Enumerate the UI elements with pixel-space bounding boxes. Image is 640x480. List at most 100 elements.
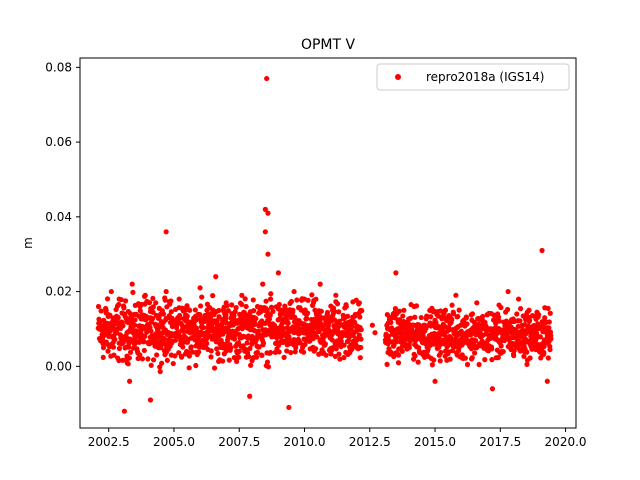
data-point [104,296,111,302]
data-point [251,308,257,314]
data-point [200,325,207,331]
data-point [181,337,188,343]
data-point [147,397,154,403]
data-point [159,360,165,366]
data-point [498,304,504,311]
data-point [322,341,328,347]
data-point [357,355,363,361]
data-point [130,289,136,295]
data-point [333,292,339,298]
data-point [547,310,553,316]
data-point [214,346,220,352]
data-point [281,354,287,360]
data-point [495,354,501,361]
data-point [216,307,222,314]
data-point [264,359,271,365]
data-point [343,303,349,310]
data-point [192,326,198,332]
data-point [285,320,291,326]
data-point [288,349,294,356]
data-point [544,378,550,384]
data-point [480,313,486,320]
data-point [399,348,405,354]
data-point [313,346,319,352]
data-point [334,301,341,307]
data-point [464,321,470,327]
x-tick-label: 2017.5 [479,435,521,449]
data-point [265,364,272,370]
data-point [333,346,339,352]
data-point [489,357,495,363]
data-point [213,274,219,280]
data-point [431,357,437,363]
data-point [95,303,102,310]
data-point [309,292,315,298]
data-point [531,330,537,336]
data-point [469,311,476,317]
data-point [155,326,161,332]
data-point [192,307,198,313]
data-point [453,292,459,298]
data-point [527,317,533,323]
data-point [438,349,444,356]
data-point [127,349,134,355]
data-point [435,313,441,319]
data-point [448,341,454,347]
data-point [284,348,290,354]
data-point [463,315,469,321]
data-point [219,321,225,327]
data-point [354,345,360,351]
data-point [116,357,122,364]
data-point [472,338,479,344]
data-point [484,345,490,351]
data-point [142,292,148,298]
data-point [166,330,172,336]
legend-label: repro2018a (IGS14) [426,70,544,84]
data-point [514,311,520,317]
data-point [121,305,127,311]
data-point [356,300,362,306]
data-point [429,362,435,368]
data-point [225,308,231,314]
data-point [260,340,267,346]
data-point [243,303,249,310]
data-point [168,352,174,358]
data-point [472,350,478,356]
data-point [286,404,292,411]
data-point [524,349,530,355]
data-point [372,330,378,336]
data-point [288,298,295,305]
data-point [147,315,154,321]
data-point [193,362,199,369]
data-point [265,210,271,216]
data-point [500,333,506,340]
data-point [188,344,194,350]
data-point [418,314,424,321]
data-point [199,294,205,300]
data-point [464,361,471,368]
data-point [318,308,324,314]
data-point [187,307,193,313]
data-point [141,347,147,354]
data-point [267,349,274,356]
data-point [286,333,292,340]
data-point [511,353,517,359]
data-point [267,312,273,318]
data-point [495,311,501,317]
data-point [526,307,532,313]
data-point [182,307,188,313]
data-point [449,348,456,354]
data-point [116,301,122,308]
data-point [301,296,308,302]
data-point [231,354,237,361]
data-point [186,353,193,359]
data-point [125,361,131,367]
data-point [510,318,516,325]
data-point [207,311,214,317]
data-point [323,352,329,358]
data-point [401,318,407,325]
data-point [125,319,131,325]
data-point [281,307,287,313]
data-point [176,350,182,356]
